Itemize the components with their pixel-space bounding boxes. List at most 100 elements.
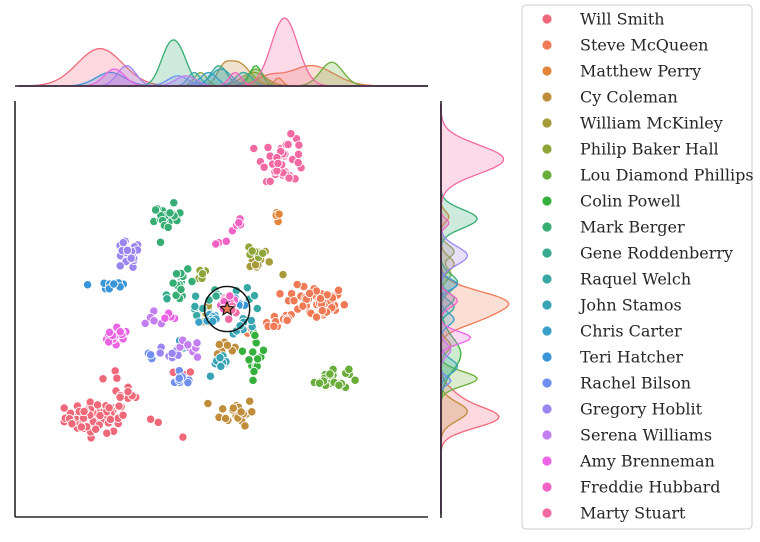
point-philip-baker-hall	[258, 248, 268, 258]
legend-entry-cy-coleman: Cy Coleman	[541, 88, 678, 107]
point-freddie-hubbard	[211, 239, 221, 249]
legend-marker-gene-roddenberry	[541, 247, 553, 259]
legend-entry-marty-stuart: Marty Stuart	[541, 504, 686, 523]
point-teri-hatcher	[109, 279, 119, 289]
legend-marker-amy-brenneman	[541, 455, 553, 467]
point-colin-powell	[249, 366, 259, 377]
point-steve-mcqueen	[315, 293, 326, 304]
point-marty-stuart	[284, 173, 294, 183]
legend-marker-mark-berger	[541, 221, 553, 233]
point-will-smith	[67, 419, 77, 429]
point-marty-stuart	[293, 149, 304, 159]
point-mark-berger	[187, 276, 197, 287]
legend-label-amy-brenneman: Amy Brenneman	[579, 452, 715, 471]
point-gene-roddenberry	[211, 291, 221, 301]
point-rachel-bilson	[174, 373, 184, 383]
point-will-smith	[59, 403, 69, 413]
point-marty-stuart	[259, 162, 269, 172]
legend-marker-cy-coleman	[541, 91, 553, 103]
point-cy-coleman	[247, 407, 257, 417]
point-colin-powell	[250, 330, 260, 341]
point-philip-baker-hall	[247, 246, 257, 256]
point-steve-mcqueen	[298, 301, 308, 311]
legend-label-will-smith: Will Smith	[580, 10, 665, 29]
point-will-smith	[118, 410, 128, 420]
point-marty-stuart	[293, 157, 303, 168]
point-mark-berger	[155, 237, 166, 247]
point-steve-mcqueen	[311, 312, 322, 322]
point-serena-williams	[192, 352, 203, 362]
point-gregory-hoblit	[115, 261, 125, 271]
legend-marker-serena-williams	[541, 429, 553, 441]
point-cy-coleman	[236, 407, 246, 417]
point-freddie-hubbard	[221, 236, 231, 246]
point-steve-mcqueen	[275, 289, 285, 299]
legend-entry-raquel-welch: Raquel Welch	[541, 270, 691, 289]
legend-frame	[521, 4, 753, 530]
query-marker	[203, 285, 251, 333]
legend-entry-freddie-hubbard: Freddie Hubbard	[541, 478, 721, 497]
point-will-smith	[104, 403, 114, 413]
legend-entry-william-mckinley: William McKinley	[541, 114, 723, 133]
point-cy-coleman	[218, 404, 228, 414]
point-rachel-bilson	[183, 377, 193, 388]
point-will-smith	[79, 406, 89, 417]
point-lou-diamond-phillips	[350, 375, 360, 385]
point-matthew-perry	[274, 209, 284, 219]
point-freddie-hubbard	[234, 218, 244, 228]
point-steve-mcqueen	[292, 279, 302, 290]
point-cy-coleman	[222, 340, 233, 350]
point-will-smith	[98, 374, 108, 384]
point-gregory-hoblit	[122, 245, 133, 255]
legend-marker-colin-powell	[541, 195, 553, 207]
point-cy-coleman	[228, 403, 238, 413]
legend-entry-matthew-perry: Matthew Perry	[541, 62, 701, 81]
point-will-smith	[114, 401, 124, 411]
legend-entry-teri-hatcher: Teri Hatcher	[541, 348, 683, 367]
point-cy-coleman	[220, 413, 231, 424]
legend-label-serena-williams: Serena Williams	[580, 426, 712, 445]
legend-entry-amy-brenneman: Amy Brenneman	[541, 452, 715, 471]
legend-marker-marty-stuart	[541, 507, 553, 519]
point-steve-mcqueen	[317, 305, 327, 316]
point-gregory-hoblit	[118, 237, 128, 248]
point-will-smith	[153, 417, 163, 428]
point-william-mckinley	[278, 269, 288, 280]
point-philip-baker-hall	[197, 269, 208, 279]
legend-label-teri-hatcher: Teri Hatcher	[580, 348, 683, 367]
legend-entry-rachel-bilson: Rachel Bilson	[541, 374, 691, 393]
point-teri-hatcher	[82, 280, 93, 290]
point-lou-diamond-phillips	[334, 380, 344, 390]
legend-entry-will-smith: Will Smith	[541, 10, 665, 29]
legend-entry-gregory-hoblit: Gregory Hoblit	[541, 400, 703, 419]
query-star	[218, 300, 236, 316]
scatter-points	[59, 129, 360, 443]
query-ring	[203, 285, 251, 333]
point-rachel-bilson	[145, 350, 156, 360]
point-steve-mcqueen	[289, 296, 299, 306]
point-marty-stuart	[283, 139, 293, 150]
legend-marker-philip-baker-hall	[541, 143, 553, 155]
legend-label-gene-roddenberry: Gene Roddenberry	[580, 244, 733, 263]
point-john-stamos	[205, 371, 216, 381]
top-marginal-density	[17, 17, 428, 87]
legend-marker-raquel-welch	[541, 273, 553, 285]
point-mark-berger	[169, 198, 179, 208]
point-john-stamos	[235, 321, 245, 331]
point-steve-mcqueen	[339, 300, 349, 310]
point-raquel-welch	[252, 303, 262, 314]
point-colin-powell	[237, 346, 248, 356]
point-mark-berger	[168, 278, 178, 288]
legend-label-chris-carter: Chris Carter	[580, 322, 682, 341]
point-marty-stuart	[273, 158, 283, 169]
point-serena-williams	[183, 340, 193, 350]
point-john-stamos	[215, 353, 225, 363]
legend-label-rachel-bilson: Rachel Bilson	[580, 374, 691, 393]
point-raquel-welch	[198, 303, 208, 314]
legend-marker-john-stamos	[541, 299, 553, 311]
point-amy-brenneman	[160, 313, 170, 323]
legend-marker-lou-diamond-phillips	[541, 169, 553, 181]
legend-entry-lou-diamond-phillips: Lou Diamond Phillips	[541, 166, 754, 185]
legend-marker-will-smith	[541, 13, 553, 25]
